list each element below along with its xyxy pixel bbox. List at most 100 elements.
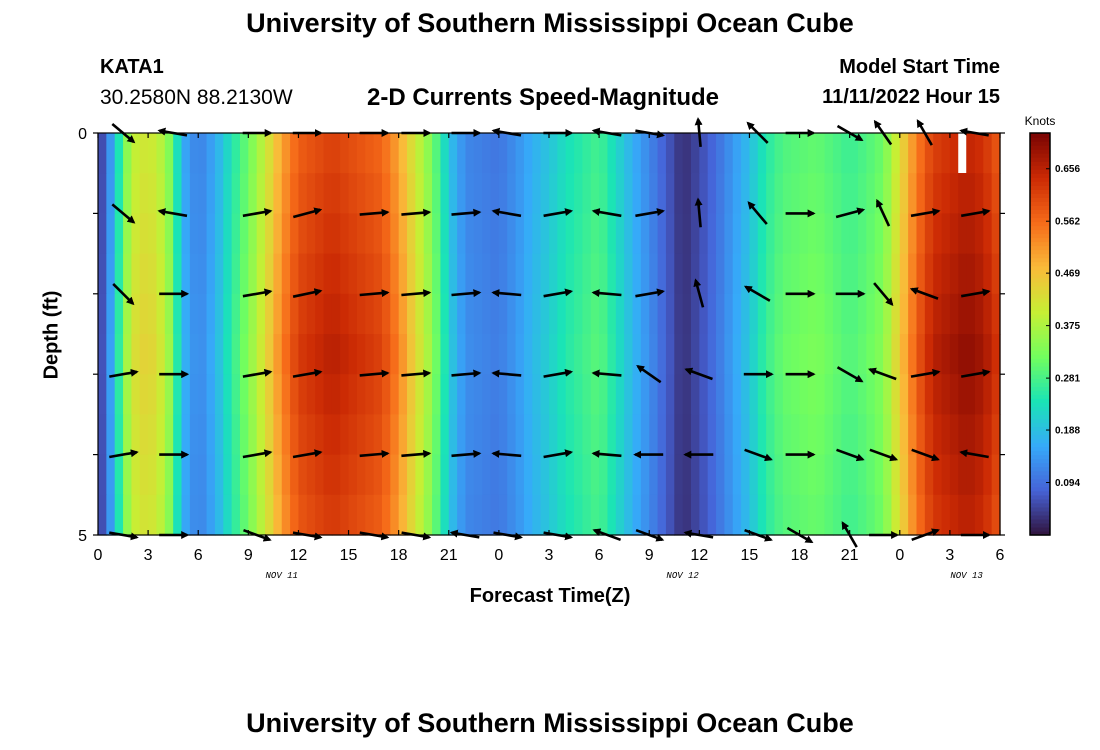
date-label: NOV 13 (950, 571, 983, 581)
heatmap-cell (883, 133, 893, 174)
heatmap-cell (816, 213, 826, 255)
heatmap-cell (874, 253, 884, 295)
heatmap-cell (206, 494, 216, 536)
heatmap-cell (640, 414, 650, 456)
heatmap-cell (565, 213, 575, 255)
heatmap-cell (306, 253, 316, 295)
heatmap-cell (766, 334, 776, 375)
heatmap-cell (407, 374, 416, 415)
heatmap-cell (883, 414, 893, 456)
heatmap-cell (114, 334, 124, 375)
heatmap-cell (799, 374, 809, 415)
heatmap-cell (139, 253, 149, 295)
colorbar-step (1030, 394, 1050, 399)
heatmap-cell (390, 494, 400, 536)
heatmap-cell (206, 414, 216, 456)
heatmap-cell (665, 133, 675, 174)
heatmap-cell (323, 133, 333, 174)
heatmap-cell (248, 173, 258, 214)
heatmap-cell (432, 213, 442, 255)
heatmap-cell (941, 133, 951, 174)
heatmap-cell (490, 374, 500, 415)
heatmap-cell (181, 374, 191, 415)
heatmap-cell (440, 494, 450, 536)
heatmap-cell (607, 133, 617, 174)
current-vector-arrow (911, 448, 940, 462)
heatmap-cell (949, 133, 959, 174)
heatmap-cell (832, 133, 842, 174)
heatmap-cell (565, 253, 575, 295)
current-vector-arrow (636, 365, 662, 384)
heatmap-cell (582, 374, 592, 415)
heatmap-cell (290, 414, 300, 456)
current-vector-arrow (836, 124, 864, 142)
current-vector-arrow (292, 368, 323, 378)
heatmap-cell (248, 253, 258, 295)
current-vector-arrow (449, 529, 480, 539)
colorbar-step (1030, 241, 1050, 247)
heatmap-cell (306, 133, 316, 174)
heatmap-cell (624, 414, 634, 456)
current-vector-arrow (911, 528, 940, 542)
heatmap-cell (131, 173, 141, 214)
heatmap-cell (916, 173, 926, 214)
current-vector-arrow (493, 531, 523, 541)
heatmap-cell (223, 414, 233, 456)
heatmap-cell (256, 213, 266, 255)
heatmap-cell (273, 213, 283, 255)
heatmap-cell (365, 494, 375, 536)
heatmap-cell (415, 374, 425, 415)
colorbar-step (1030, 193, 1050, 198)
heatmap-cell (958, 293, 968, 335)
colorbar-step (1030, 257, 1050, 263)
heatmap-cell (565, 494, 575, 536)
heatmap-cell (916, 133, 926, 174)
heatmap-cell (649, 133, 659, 174)
colorbar-step (1030, 201, 1050, 206)
heatmap-cell (331, 173, 341, 214)
heatmap-cell (699, 454, 709, 496)
heatmap-cell (724, 414, 734, 456)
heatmap-cell (365, 334, 375, 375)
heatmap-cell (114, 374, 124, 415)
heatmap-cell (991, 213, 1001, 255)
heatmap-cell (306, 414, 316, 456)
heatmap-cell (473, 173, 483, 214)
x-tick-label: 0 (94, 547, 103, 564)
heatmap-cell (498, 213, 508, 255)
heatmap-cell (874, 454, 884, 496)
heatmap-cell (139, 494, 149, 536)
heatmap-cell (231, 173, 241, 214)
heatmap-cell (432, 133, 442, 174)
heatmap-cell (582, 494, 592, 536)
heatmap-cell (131, 253, 141, 295)
heatmap-cell (298, 293, 308, 335)
heatmap-cell (331, 374, 341, 415)
heatmap-cell (290, 374, 300, 415)
heatmap-cell (423, 494, 433, 536)
heatmap-cell (682, 173, 692, 214)
heatmap-cell (866, 213, 876, 255)
heatmap-cell (540, 213, 550, 255)
heatmap-cell (624, 213, 634, 255)
colorbar-step (1030, 269, 1050, 275)
heatmap-cell (699, 293, 709, 335)
heatmap-cell (674, 253, 684, 295)
heatmap-cell (791, 173, 801, 214)
heatmap-cell (181, 213, 191, 255)
heatmap-cell (156, 454, 166, 496)
colorbar-step (1030, 514, 1050, 520)
heatmap-cell (674, 374, 684, 415)
heatmap-cell (365, 414, 375, 456)
heatmap-cell (540, 454, 550, 496)
heatmap-cell (473, 454, 483, 496)
current-vector-arrow (359, 531, 390, 541)
heatmap-cell (891, 334, 901, 375)
heatmap-cell (741, 133, 751, 174)
heatmap-cell (298, 454, 308, 496)
heatmap-cell (941, 374, 951, 415)
heatmap-cell (173, 253, 183, 295)
chart-subtitle: 2-D Currents Speed-Magnitude (367, 84, 720, 111)
heatmap-cell (799, 494, 809, 536)
heatmap-cell (415, 253, 425, 295)
